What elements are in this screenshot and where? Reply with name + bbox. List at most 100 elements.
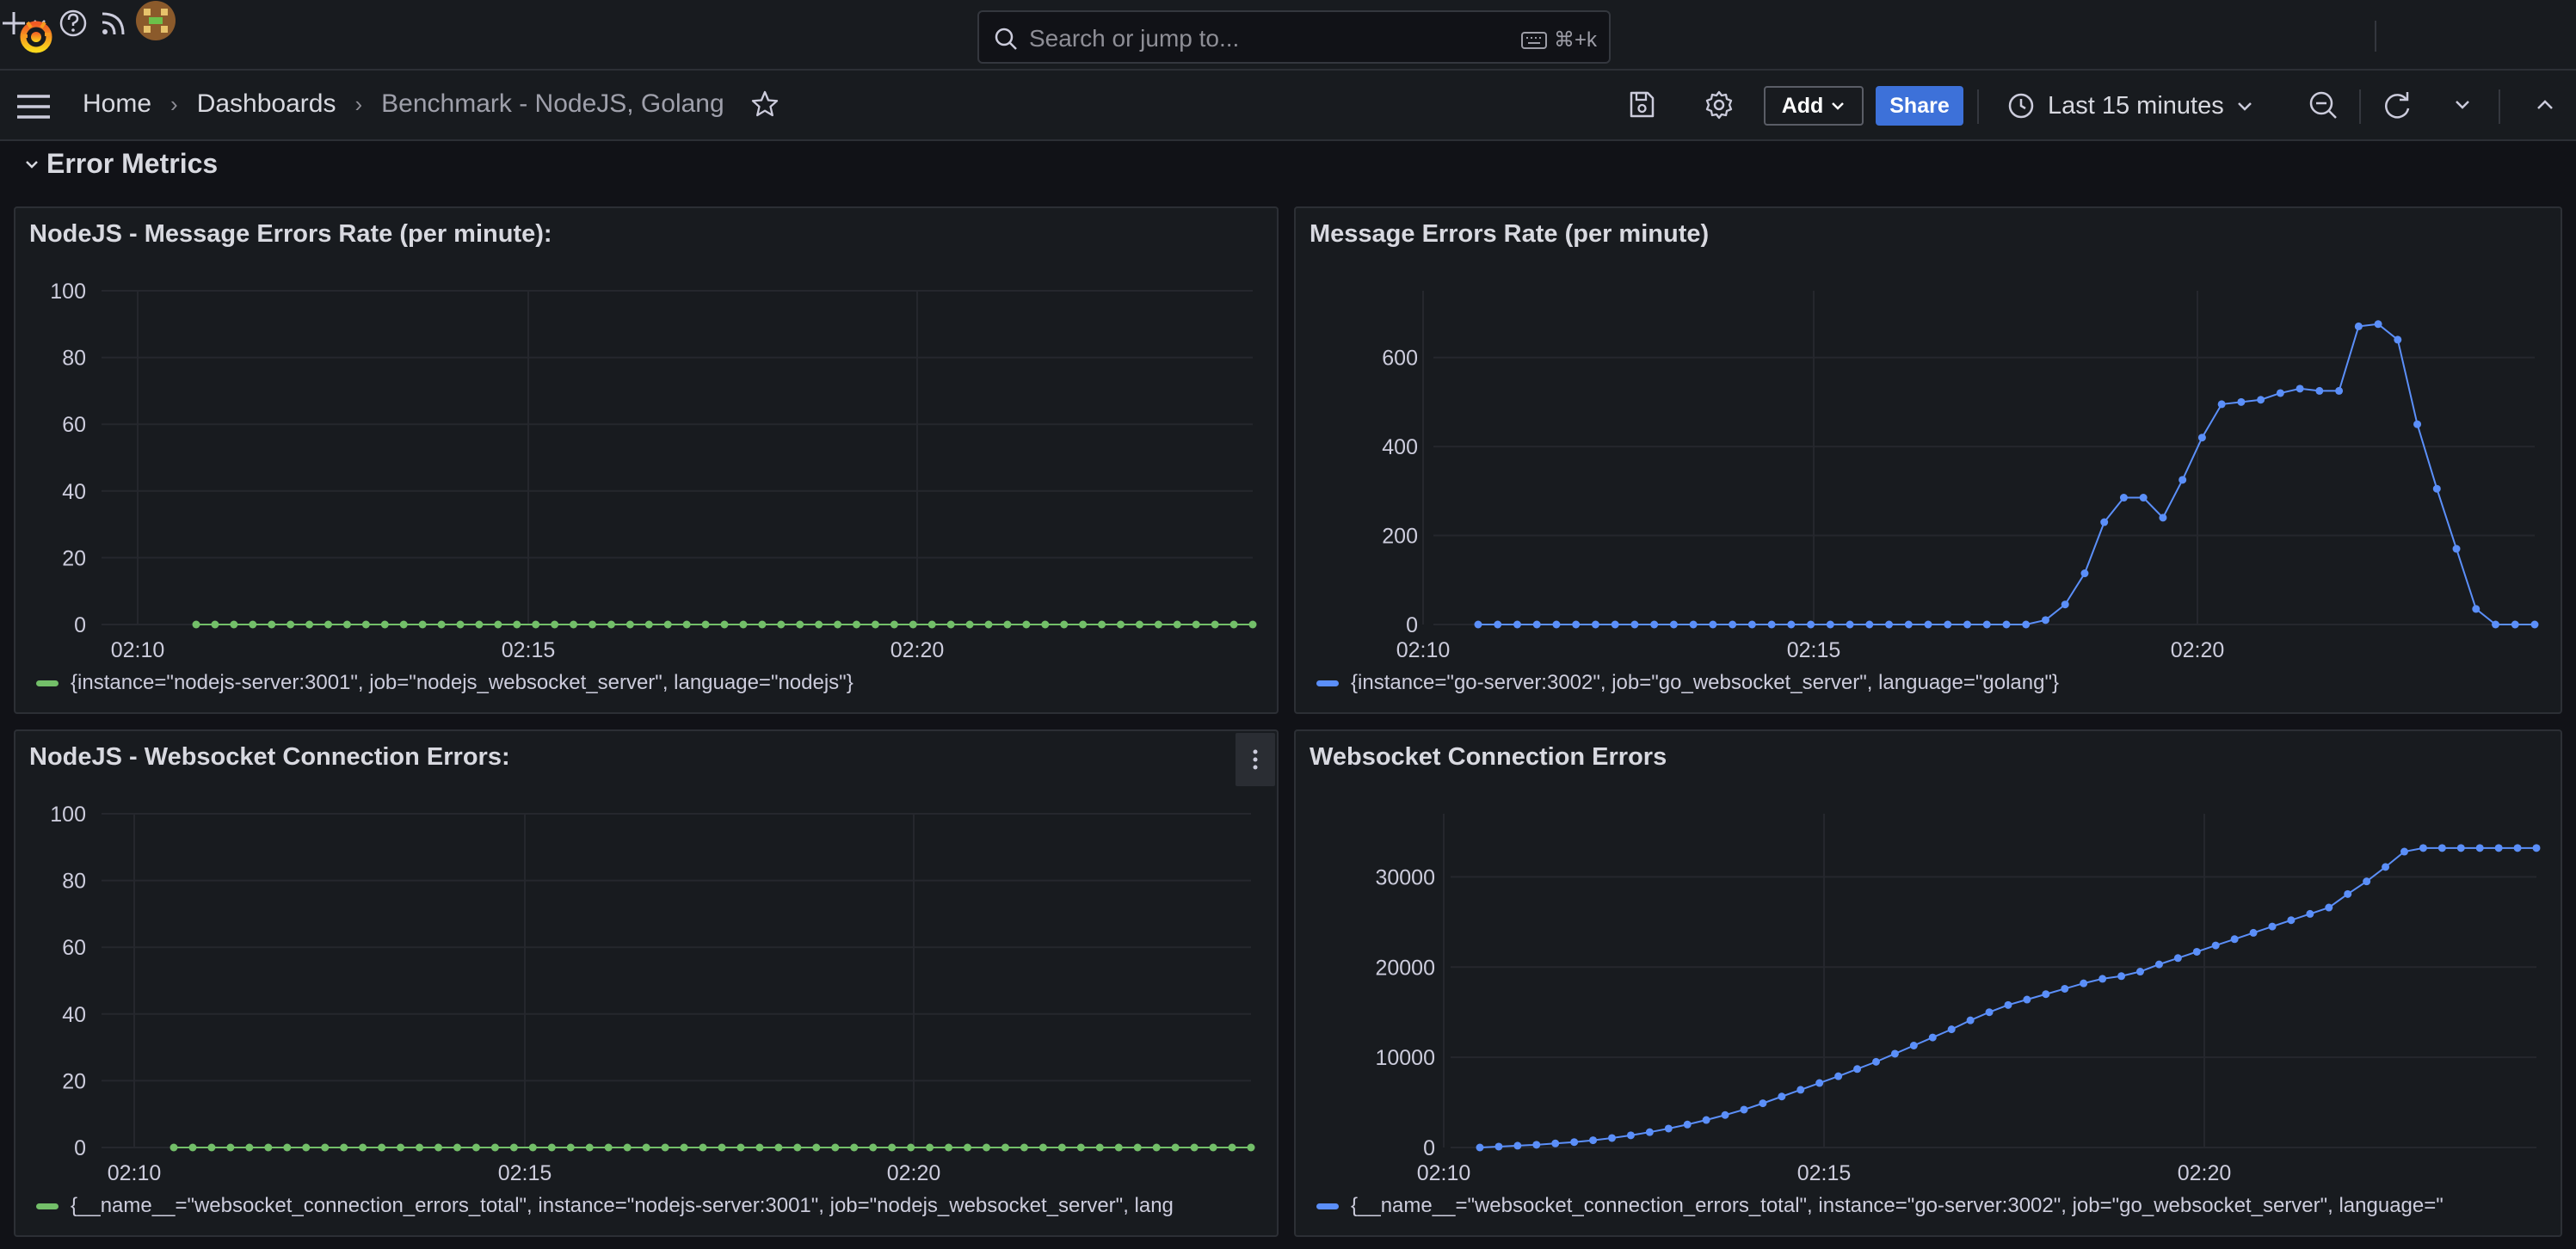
data-point (834, 620, 842, 629)
data-point (984, 620, 993, 629)
data-point (2249, 928, 2258, 937)
data-point (1904, 620, 1913, 629)
add-button[interactable]: Add (1764, 86, 1864, 126)
refresh-icon[interactable] (2380, 88, 2414, 122)
x-tick-label: 02:20 (2171, 638, 2225, 662)
breadcrumb-home[interactable]: Home (83, 89, 152, 118)
legend[interactable]: {instance="nodejs-server:3001", job="nod… (36, 671, 1258, 695)
data-point (226, 1143, 235, 1152)
time-series-chart[interactable]: 0 20 40 60 80 100 02:10 02:15 02:20 (15, 208, 1280, 716)
data-point (249, 620, 257, 629)
legend[interactable]: {__name__="websocket_connection_errors_t… (1316, 1194, 2547, 1218)
data-point (1721, 1111, 1729, 1119)
data-point (1211, 620, 1219, 629)
data-point (2306, 909, 2314, 918)
data-point (964, 1143, 972, 1152)
data-point (815, 620, 823, 629)
data-point (2511, 620, 2519, 629)
y-tick-label: 60 (62, 936, 86, 960)
data-point (1709, 620, 1717, 629)
panel-title: Message Errors Rate (per minute) (1310, 220, 1710, 248)
data-point (1513, 1141, 1522, 1150)
keyboard-icon (1520, 31, 1547, 49)
data-point (283, 1143, 292, 1152)
time-range-label: Last 15 minutes (2048, 91, 2224, 120)
data-point (1001, 1143, 1009, 1152)
data-point (1133, 1143, 1142, 1152)
data-point (682, 620, 691, 629)
data-point (1229, 620, 1238, 629)
panel-message-errors-rate[interactable]: Message Errors Rate (per minute) 0 200 400… (1294, 206, 2562, 714)
data-point (2192, 947, 2201, 956)
data-point (264, 1143, 273, 1152)
data-point (513, 620, 521, 629)
panel-menu-button[interactable] (1236, 733, 1275, 786)
search-input[interactable]: Search or jump to... ⌘+k (977, 10, 1611, 64)
data-point (2363, 877, 2371, 886)
data-point (2061, 600, 2069, 609)
data-point (2437, 844, 2446, 852)
chevron-right-icon: › (170, 90, 178, 117)
y-tick-label: 100 (50, 280, 86, 304)
data-point (192, 620, 200, 629)
add-button-label: Add (1781, 93, 1824, 118)
grafana-logo-icon[interactable] (15, 15, 57, 57)
divider (1977, 89, 1979, 124)
news-rss-icon[interactable] (96, 5, 132, 41)
data-point (2023, 995, 2031, 1004)
legend[interactable]: {__name__="websocket_connection_errors_t… (36, 1194, 1263, 1218)
settings-gear-icon[interactable] (1702, 88, 1736, 122)
data-point (2136, 968, 2144, 976)
panel-nodejs-message-errors-rate[interactable]: NodeJS - Message Errors Rate (per minute… (14, 206, 1279, 714)
time-series-chart[interactable]: 0 20 40 60 80 100 02:10 02:15 02:20 (15, 731, 1280, 1239)
time-series-chart[interactable]: 0 10000 20000 30000 02:10 02:15 02:20 (1296, 731, 2564, 1239)
data-point (1928, 1033, 1937, 1042)
data-point (494, 620, 502, 629)
time-series-chart[interactable]: 0 200 400 600 02:10 02:15 02:20 (1296, 208, 2564, 716)
data-point (1885, 620, 1894, 629)
data-point (1228, 1143, 1236, 1152)
data-point (2173, 954, 2182, 963)
data-point (1815, 1079, 1824, 1087)
data-point (434, 1143, 443, 1152)
save-icon[interactable] (1624, 88, 1659, 122)
data-point (604, 1143, 613, 1152)
time-range-picker[interactable]: Last 15 minutes (2006, 86, 2253, 126)
legend-label: {instance="nodejs-server:3001", job="nod… (71, 671, 854, 694)
y-tick-label: 200 (1382, 525, 1418, 549)
refresh-interval-chevron-icon[interactable] (2445, 88, 2480, 122)
row-header[interactable]: Error Metrics (22, 148, 218, 180)
data-point (758, 620, 767, 629)
data-point (1098, 620, 1106, 629)
help-icon[interactable] (55, 5, 91, 41)
data-point (623, 1143, 632, 1152)
data-point (2374, 320, 2382, 329)
avatar[interactable] (135, 0, 176, 41)
star-icon[interactable] (750, 89, 780, 119)
y-tick-label: 20 (62, 1069, 86, 1093)
divider (2499, 89, 2500, 124)
data-point (2159, 514, 2167, 522)
panel-title: NodeJS - Websocket Connection Errors: (29, 743, 510, 771)
zoom-out-icon[interactable] (2306, 88, 2340, 122)
data-point (1190, 1143, 1199, 1152)
legend-swatch (1316, 680, 1339, 686)
chevron-down-icon (26, 160, 38, 169)
data-point (1494, 620, 1502, 629)
share-button[interactable]: Share (1876, 86, 1963, 126)
y-tick-label: 20000 (1375, 956, 1435, 980)
panel-websocket-connection-errors[interactable]: Websocket Connection Errors 0 10000 20000 3… (1294, 729, 2562, 1237)
data-point (585, 1143, 594, 1152)
data-point (926, 1143, 934, 1152)
data-point (2022, 620, 2031, 629)
data-point (1630, 620, 1639, 629)
data-point (1611, 620, 1619, 629)
collapse-chevron-up-icon[interactable] (2528, 88, 2562, 122)
legend[interactable]: {instance="go-server:3002", job="go_webs… (1316, 671, 2538, 695)
legend-swatch (1316, 1203, 1339, 1209)
y-tick-label: 40 (62, 480, 86, 504)
breadcrumb-dashboards[interactable]: Dashboards (196, 89, 336, 118)
menu-icon[interactable] (15, 93, 52, 120)
x-tick-label: 02:10 (108, 1161, 162, 1185)
